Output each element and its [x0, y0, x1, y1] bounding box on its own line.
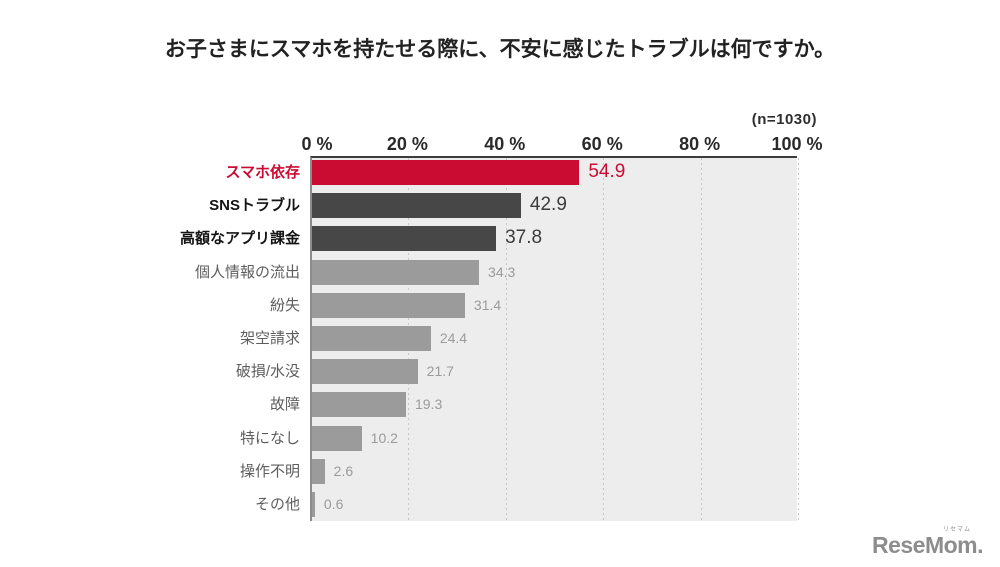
x-tick-label: 80 %	[679, 134, 721, 154]
chart-title: お子さまにスマホを持たせる際に、不安に感じたトラブルは何ですか。	[164, 38, 836, 61]
gridline	[700, 158, 702, 521]
bar-value: 54.9	[588, 161, 626, 183]
category-label: 破損/水没	[235, 363, 300, 381]
bar	[312, 458, 325, 484]
bar-value: 34.3	[488, 263, 516, 280]
bar	[312, 193, 521, 219]
x-tick-label: 40 %	[484, 134, 526, 154]
bar-value: 31.4	[473, 296, 502, 313]
bar-value: 10.2	[370, 429, 398, 446]
bar	[312, 292, 465, 318]
category-label: 特になし	[239, 429, 300, 447]
category-label: 紛失	[269, 296, 300, 314]
category-label: 故障	[269, 396, 300, 414]
bar-value: 2.6	[333, 462, 354, 479]
bar	[312, 392, 406, 418]
bar-value: 0.6	[323, 495, 344, 512]
bar	[312, 425, 362, 451]
x-tick-label: 60 %	[581, 134, 623, 154]
category-label: 操作不明	[239, 462, 300, 480]
gridline	[505, 158, 507, 521]
bar-value: 21.7	[426, 363, 454, 380]
category-label: スマホ依存	[225, 164, 300, 182]
sample-size-label: (n=1030)	[751, 111, 817, 128]
bar	[312, 326, 431, 351]
gridline	[603, 158, 605, 521]
logo-ruby-text: リセマム	[942, 527, 971, 533]
x-tick-label: 100 %	[771, 134, 823, 154]
category-label: その他	[254, 495, 300, 513]
bar	[312, 160, 580, 186]
bar-value: 19.3	[414, 396, 443, 413]
bar-value: 42.9	[529, 194, 567, 216]
category-label: 高額なアプリ課金	[179, 230, 300, 248]
logo-wordmark: ReseMom.	[871, 532, 984, 558]
bar	[312, 226, 497, 252]
bar	[312, 491, 315, 517]
bar-value: 37.8	[505, 227, 543, 249]
gridline	[798, 158, 799, 521]
bar	[312, 359, 418, 385]
category-label: 個人情報の流出	[194, 263, 300, 281]
category-label: 架空請求	[239, 330, 300, 347]
bar	[312, 259, 480, 285]
x-tick-label: 0 %	[301, 134, 333, 154]
resemom-logo: リセマム ReseMom.	[871, 527, 984, 558]
x-tick-label: 20 %	[386, 134, 428, 154]
bar-value: 24.4	[439, 330, 468, 346]
category-label: SNSトラブル	[209, 197, 300, 215]
